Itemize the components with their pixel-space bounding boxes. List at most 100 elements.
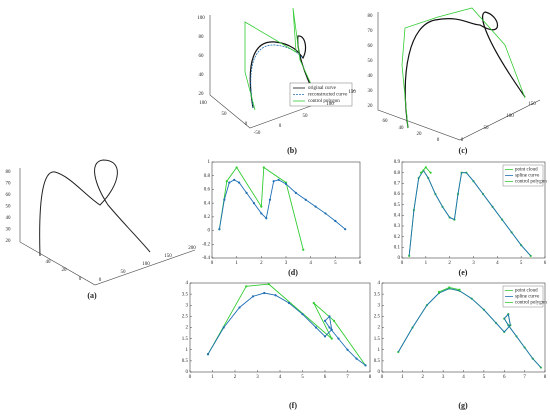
z-tick-label: 70 [368,29,374,34]
x-tick-label: 1 [211,375,214,380]
series-line [207,292,366,366]
point [223,198,226,201]
x-tick-label: 40 [46,260,52,265]
x-tick-label: 3 [442,375,445,380]
x-tick-label: 5 [483,375,486,380]
x-tick-label: 0 [245,122,248,127]
y-tick-label: 200 [188,246,196,251]
point [312,301,315,305]
axes-3d [209,15,356,129]
point [238,306,241,309]
point [272,180,275,183]
point [328,326,331,329]
point [437,290,441,293]
point [245,191,248,194]
point [424,166,427,169]
point [252,202,256,205]
y-tick-label: 0.4 [394,213,401,218]
point [260,205,263,208]
panel-label: (g) [458,401,468,410]
x-tick-label: 4 [496,261,499,266]
point [364,364,367,367]
x-tick-label: 0 [437,138,440,143]
y-tick-label: 150 [528,102,536,107]
legend-label: control polygon [515,301,547,306]
x-tick-label: 2 [234,375,237,380]
y-tick-label: 1 [186,348,189,353]
y-tick-label: 0.4 [204,201,211,206]
x-tick-label: 0 [79,277,82,282]
x-tick-label: 60 [383,119,389,124]
y-tick-label: 100 [506,114,514,119]
y-tick-label: 1.5 [182,337,189,342]
z-tick-label: 20 [6,239,12,244]
z-tick-label: 50 [368,59,374,64]
point [302,248,305,251]
y-tick-label: 2 [378,326,381,331]
point [294,191,297,194]
panel-c [377,7,541,141]
y-tick-label: 50 [303,114,309,119]
axes-3d [377,12,541,141]
y-tick-label: 100 [142,262,150,267]
y-tick-label: 0.1 [394,245,401,250]
y-tick-label: 0.2 [394,235,401,240]
series-line [207,283,366,366]
z-tick-label: 100 [197,16,205,21]
panel-label: (c) [459,146,468,155]
z-tick-label: 40 [199,73,205,78]
panel-b [209,7,356,129]
series-line [218,166,304,250]
curve [404,11,526,129]
point [206,353,210,356]
point [458,288,461,291]
y-tick-label: 2.5 [182,315,189,320]
point [328,315,331,318]
x-tick-label: 100 [199,101,207,106]
point [323,319,327,322]
y-tick-label: 0.8 [394,171,401,176]
panel-label: (b) [287,146,297,155]
point [301,313,304,316]
control-polygon [244,7,317,111]
z-tick-label: 30 [368,89,374,94]
z-tick-label: 50 [6,205,12,210]
legend-label: original curve [308,86,337,91]
y-tick-label: 0.6 [204,188,211,193]
curve [39,159,151,257]
point [228,181,231,184]
y-tick-label: 100 [326,102,334,107]
y-tick-label: 1 [208,160,211,165]
point [218,228,221,231]
y-tick-label: -0.4 [202,256,210,261]
z-tick-label: 80 [199,35,205,40]
x-tick-label: 0 [211,261,214,266]
x-tick-label: 1 [235,261,238,266]
point [346,348,349,351]
x-tick-label: 0 [189,375,192,380]
y-tick-label: -0.2 [202,242,210,247]
y-tick-label: 2.5 [374,315,381,320]
point [284,182,288,186]
point [304,198,307,201]
point [419,171,423,174]
z-tick-label: 60 [368,44,374,49]
y-tick-label: -50 [254,131,261,136]
x-tick-label: 6 [359,261,362,266]
x-tick-label: 3 [472,261,475,266]
legend-label: point cloud [515,289,538,294]
legend-label: spline curve [515,174,540,179]
y-tick-label: 0 [461,138,464,143]
legend-label: spline curve [515,295,540,300]
x-tick-label: 2 [260,261,263,266]
panel-label: (e) [459,268,468,277]
x-tick-label: 8 [544,375,547,380]
point [245,285,248,288]
y-tick-label: 150 [164,254,172,259]
point [267,283,270,286]
series-line [397,288,542,368]
y-tick-label: 1.5 [374,337,381,342]
panel-a [19,159,196,286]
y-tick-label: 0 [186,370,189,375]
